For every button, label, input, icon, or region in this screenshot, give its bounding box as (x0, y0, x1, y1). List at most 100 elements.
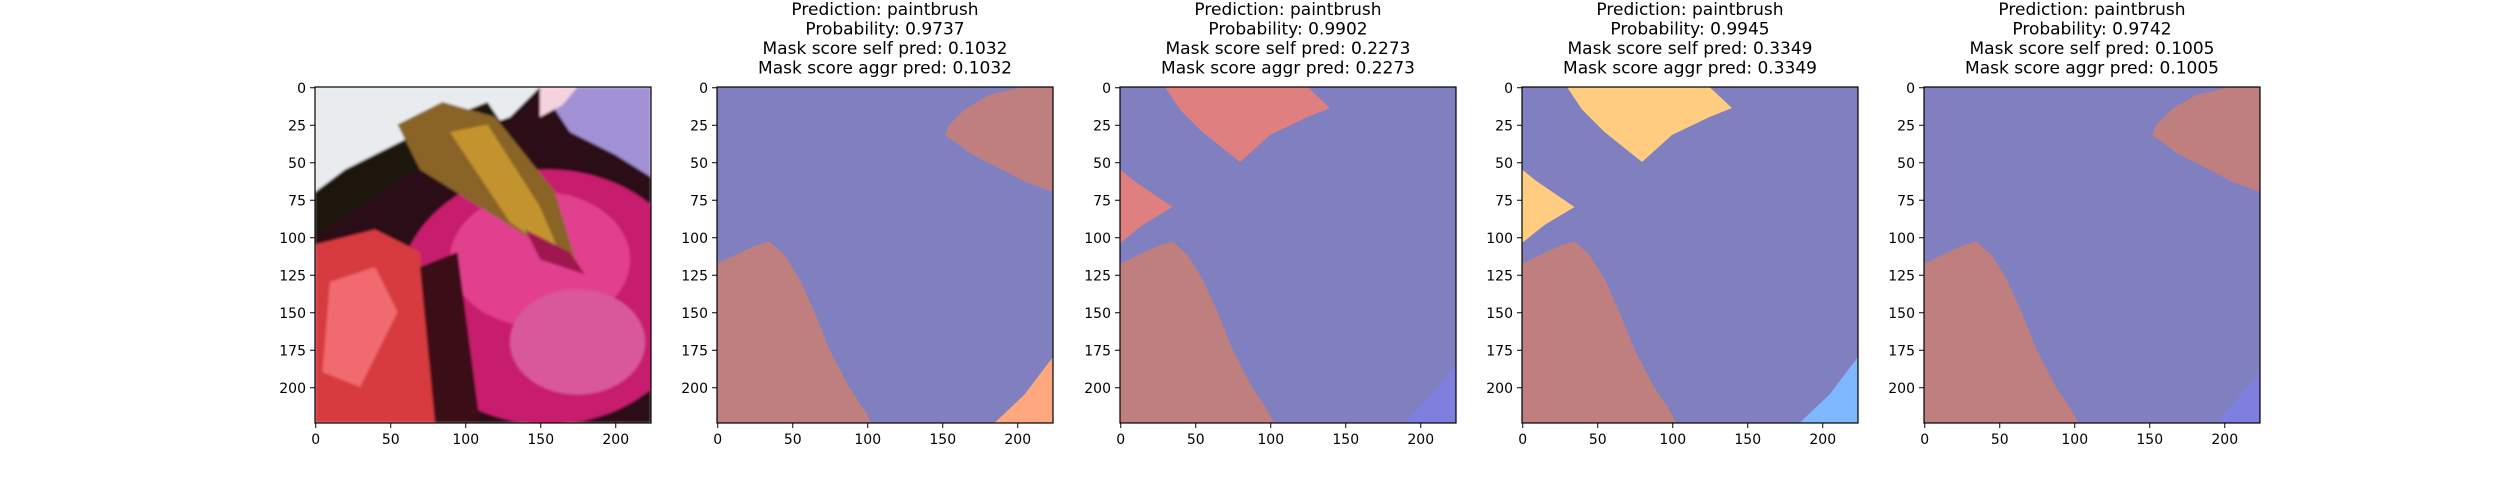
y-tick-label: 25 (288, 118, 306, 134)
y-tick-label: 200 (279, 381, 306, 397)
x-tick-label: 0 (1920, 432, 1929, 448)
x-tick-label: 200 (1004, 432, 1031, 448)
x-tick-label: 200 (602, 432, 629, 448)
bottom-right-corner-segment (1799, 357, 1858, 423)
x-tick-label: 100 (1659, 432, 1686, 448)
x-tick-label: 150 (1332, 432, 1359, 448)
lower-left-segment (717, 241, 872, 423)
y-tick-label: 150 (1084, 306, 1111, 322)
top-segment (1165, 87, 1330, 162)
x-tick-label: 50 (784, 432, 802, 448)
panel-title-line: Mask score aggr pred: 0.2273 (1161, 59, 1415, 79)
lower-left-segment (1924, 241, 2079, 423)
y-tick-label: 175 (279, 343, 306, 359)
axes-frame (1521, 86, 1859, 424)
y-tick-label: 50 (690, 156, 708, 172)
x-tick-label: 50 (382, 432, 400, 448)
lower-left-segment (1120, 241, 1275, 423)
y-tick-label: 100 (1084, 231, 1111, 247)
y-tick-label: 125 (681, 268, 708, 284)
x-tick-label: 200 (2211, 432, 2238, 448)
x-tick-label: 100 (854, 432, 881, 448)
panel-title-line: Mask score self pred: 0.3349 (1568, 39, 1813, 59)
panel-image-area (1924, 87, 2260, 423)
panel-title-line: Mask score aggr pred: 0.3349 (1563, 59, 1817, 79)
y-tick-label: 75 (1093, 193, 1111, 209)
y-tick-label: 150 (1486, 306, 1513, 322)
y-tick-label: 25 (1897, 118, 1915, 134)
lower-left-segment (1522, 241, 1677, 423)
axes-frame (314, 86, 652, 424)
x-tick-label: 200 (1809, 432, 1836, 448)
y-tick-label: 175 (681, 343, 708, 359)
y-tick-label: 100 (1888, 231, 1915, 247)
photo-brush-tip (525, 229, 585, 275)
panel-image-area (1120, 87, 1456, 423)
y-tick-label: 50 (1897, 156, 1915, 172)
y-tick-label: 75 (288, 193, 306, 209)
y-tick-label: 0 (1504, 81, 1513, 97)
panel-title-line: Mask score aggr pred: 0.1032 (758, 59, 1012, 79)
panel-title-line: Probability: 0.9945 (1610, 20, 1769, 40)
axes-frame (1923, 86, 2261, 424)
y-tick-label: 125 (279, 268, 306, 284)
panel-title-line: Prediction: paintbrush (1194, 0, 1381, 20)
x-tick-label: 0 (1116, 432, 1125, 448)
y-tick-label: 175 (1084, 343, 1111, 359)
x-tick-label: 150 (2136, 432, 2163, 448)
panels: 0 50 100 150 2000255075100125150175200Predic… (279, 0, 2261, 448)
y-tick-label: 175 (1888, 343, 1915, 359)
y-tick-label: 50 (288, 156, 306, 172)
y-tick-label: 25 (690, 118, 708, 134)
x-tick-label: 0 (311, 432, 320, 448)
y-tick-label: 75 (690, 193, 708, 209)
panel-original-photo: 0 50 100 150 200 0 25 50 75 100 125 150 175 200 (279, 81, 652, 448)
panel-image-area (315, 87, 651, 423)
y-tick-label: 0 (297, 81, 306, 97)
photo-magenta-reflection (510, 289, 645, 395)
left-wedge-segment (1120, 169, 1173, 243)
x-tick-label: 50 (1589, 432, 1607, 448)
y-tick-label: 200 (1888, 381, 1915, 397)
y-tick-label: 150 (1888, 306, 1915, 322)
bottom-right-corner-segment (1405, 364, 1456, 423)
y-tick-label: 200 (1084, 381, 1111, 397)
upper-right-segment (2152, 87, 2260, 192)
panel-title-line: Prediction: paintbrush (791, 0, 978, 20)
y-tick-label: 125 (1084, 268, 1111, 284)
y-tick-label: 25 (1495, 118, 1513, 134)
bottom-right-corner-segment (994, 357, 1053, 423)
y-tick-label: 25 (1093, 118, 1111, 134)
y-tick-label: 100 (681, 231, 708, 247)
x-tick-label: 200 (1407, 432, 1434, 448)
photo-light-pink (540, 87, 578, 117)
x-tick-label: 100 (1257, 432, 1284, 448)
y-tick-label: 100 (1486, 231, 1513, 247)
x-tick-label: 100 (452, 432, 479, 448)
y-tick-label: 150 (279, 306, 306, 322)
y-tick-label: 175 (1486, 343, 1513, 359)
panel-title-line: Probability: 0.9737 (805, 20, 964, 40)
upper-right-segment (945, 87, 1053, 192)
y-tick-label: 0 (1102, 81, 1111, 97)
y-tick-label: 75 (1495, 193, 1513, 209)
panel-title-line: Prediction: paintbrush (1998, 0, 2185, 20)
photo-violet-paint (540, 87, 651, 177)
y-tick-label: 125 (1486, 268, 1513, 284)
panel-title-line: Probability: 0.9742 (2012, 20, 2171, 40)
panel-title-line: Mask score self pred: 0.1032 (763, 39, 1008, 59)
y-tick-label: 100 (279, 231, 306, 247)
x-tick-label: 100 (2061, 432, 2088, 448)
axes-frame (1119, 86, 1457, 424)
photo-brush-bristles-highlight (450, 124, 563, 260)
panel-image-area (1522, 87, 1858, 423)
x-tick-label: 50 (1187, 432, 1205, 448)
panel-title-line: Prediction: paintbrush (1596, 0, 1783, 20)
x-tick-label: 0 (713, 432, 722, 448)
x-tick-label: 150 (527, 432, 554, 448)
